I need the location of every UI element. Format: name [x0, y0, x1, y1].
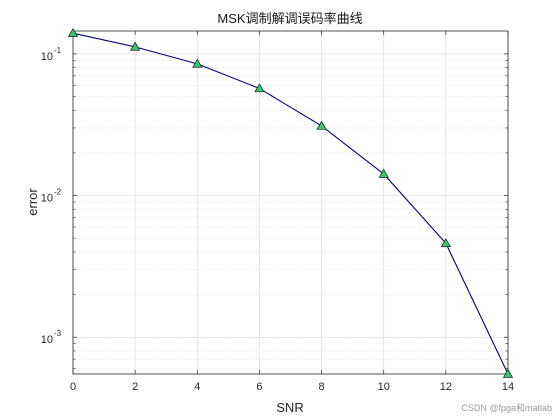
data-point-marker — [378, 168, 389, 178]
y-tick-exponent: -1 — [54, 46, 62, 55]
data-point-marker — [67, 27, 79, 37]
minor-grid — [73, 60, 508, 369]
x-tick-label: 12 — [440, 381, 452, 393]
x-tick-label: 0 — [70, 381, 76, 393]
data-point-marker — [316, 120, 327, 130]
chart-title: MSK调制解调误码率曲线 — [217, 11, 362, 26]
series-line — [72, 32, 509, 375]
x-tick-label: 10 — [378, 381, 390, 393]
y-tick-labels: 10-110-210-3 — [41, 46, 62, 346]
x-tick-label: 14 — [502, 381, 514, 393]
data-point-marker — [192, 58, 203, 68]
y-tick-exponent: -2 — [54, 188, 62, 197]
x-tick-label: 4 — [194, 381, 200, 393]
watermark: CSDN @fpga和matlab — [461, 403, 552, 413]
y-axis-label: error — [25, 188, 40, 216]
x-tick-label: 6 — [256, 381, 262, 393]
data-point-marker — [502, 368, 514, 378]
plot-area — [73, 31, 508, 374]
x-tick-label: 8 — [319, 381, 325, 393]
x-tick-labels: 0 2 4 6 8 10 12 14 — [70, 381, 514, 393]
series — [67, 27, 514, 378]
y-tick-label: 10 — [41, 334, 53, 346]
y-tick-exponent: -3 — [54, 329, 62, 338]
data-point-marker — [130, 41, 141, 51]
data-point-marker — [254, 83, 265, 93]
x-tick-label: 2 — [132, 381, 138, 393]
x-axis-label: SNR — [276, 400, 303, 415]
ticks — [72, 31, 509, 374]
plot-frame — [72, 30, 509, 375]
y-tick-label: 10 — [41, 51, 53, 63]
data-point-marker — [440, 238, 451, 248]
y-tick-label: 10 — [41, 193, 53, 205]
